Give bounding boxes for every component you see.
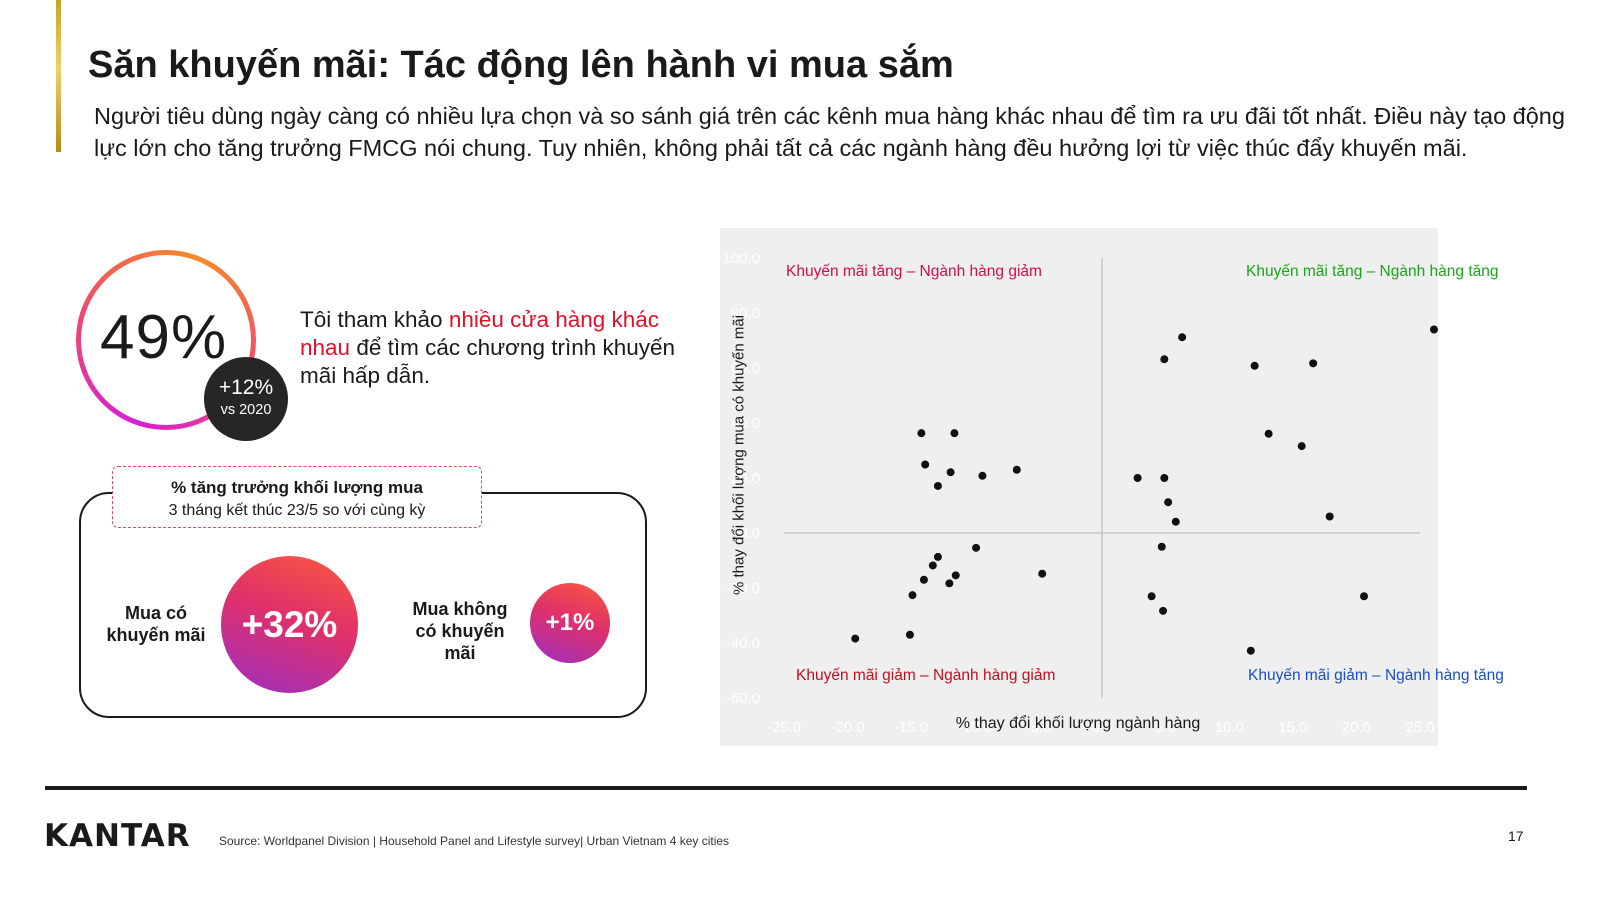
x-tick-label: -15.0 [894, 719, 928, 736]
x-axis-title: % thay đổi khối lượng ngành hàng [955, 715, 1201, 732]
page-number: 17 [1508, 828, 1524, 844]
growth-panel-period: 3 tháng kết thúc 23/5 so với cùng kỳ [168, 502, 426, 519]
page-subtitle: Người tiêu dùng ngày càng có nhiều lựa c… [94, 103, 1565, 161]
data-point [972, 543, 981, 552]
stat-value: 49% [100, 303, 228, 372]
y-tick-label: 60.0 [731, 360, 760, 377]
quote-text-start: Tôi tham khảo [300, 307, 449, 332]
data-point [945, 579, 954, 588]
data-point [1160, 355, 1169, 364]
data-point [905, 630, 914, 639]
no-promo-growth-circle: +1% [530, 583, 610, 663]
data-point [951, 571, 960, 580]
data-point [1171, 517, 1180, 526]
quote-highlight: nhiều cửa hàng khác nhau [300, 307, 660, 360]
badge-reference: vs 2020 [220, 402, 272, 418]
data-point [933, 552, 942, 561]
x-tick-label: -10.0 [958, 719, 992, 736]
y-tick-label: 100.0 [722, 250, 760, 267]
change-badge: +12% vs 2020 [204, 357, 288, 441]
data-point [1297, 442, 1306, 451]
footer-divider [45, 786, 1527, 790]
quadrant-label-top-right: Khuyến mãi tăng – Ngành hàng tăng [1246, 263, 1499, 280]
y-tick-label: 0.0 [739, 525, 760, 542]
y-tick-label: 20.0 [731, 470, 760, 487]
no-promo-label: Mua không có khuyến mãi [412, 599, 508, 663]
x-tick-label: -25.0 [767, 719, 801, 736]
data-point [851, 634, 860, 643]
x-tick-label: -20.0 [830, 719, 864, 736]
data-point [908, 591, 917, 600]
x-tick-label: -5.0 [1025, 719, 1051, 736]
promo-growth-circle: +32% [221, 556, 358, 693]
data-point [919, 575, 928, 584]
data-point [1246, 646, 1255, 655]
growth-panel-header: % tăng trưởng khối lượng mua 3 tháng kết… [112, 466, 482, 528]
data-point [978, 471, 987, 480]
data-point [921, 460, 930, 469]
x-tick-label: 25.0 [1405, 719, 1434, 736]
data-point [946, 468, 955, 477]
data-point [917, 429, 926, 438]
data-point [933, 481, 942, 490]
data-point [1159, 606, 1168, 615]
badge-change: +12% [218, 376, 274, 399]
x-tick-label: 5.0 [1155, 719, 1176, 736]
y-tick-label: -60.0 [726, 690, 760, 707]
y-axis-title: % thay đổi khối lượng mua có khuyến mãi [730, 314, 748, 596]
x-tick-label: 15.0 [1278, 719, 1307, 736]
brand-logo: KANTAR [44, 818, 191, 854]
y-tick-label: 40.0 [731, 415, 760, 432]
stat-ring [76, 250, 256, 430]
data-point [1147, 592, 1156, 601]
x-tick-label: 20.0 [1342, 719, 1371, 736]
data-point [1325, 512, 1334, 521]
data-point [1157, 542, 1166, 551]
data-point [950, 429, 959, 438]
source-note: Source: Worldpanel Division | Household … [219, 834, 730, 848]
page-title: Săn khuyến mãi: Tác động lên hành vi mua… [88, 44, 954, 86]
x-tick-label: 0.0 [1092, 719, 1113, 736]
data-point [1429, 325, 1438, 334]
data-point [1360, 592, 1369, 601]
quadrant-label-bottom-right: Khuyến mãi giảm – Ngành hàng tăng [1248, 667, 1504, 684]
y-tick-label: 80.0 [731, 305, 760, 322]
quote-text-end: để tìm các chương trình khuyến mãi hấp d… [300, 335, 676, 388]
chart-background [720, 228, 1438, 746]
y-tick-label: -20.0 [726, 580, 760, 597]
data-point [1250, 361, 1259, 370]
data-point [1178, 333, 1187, 342]
data-point [1133, 474, 1142, 482]
data-point [1160, 474, 1169, 482]
data-point [1309, 359, 1318, 368]
data-point [1038, 569, 1047, 578]
accent-bar [56, 0, 61, 152]
quadrant-label-top-left: Khuyến mãi tăng – Ngành hàng giảm [786, 263, 1042, 280]
quadrant-scatter-chart: -25.0 -20.0 -15.0 -10.0 -5.0 0.0 5.0 10.0 15.0 20… [722, 250, 1438, 736]
stat-quote: Tôi tham khảo nhiều cửa hàng khác nhau đ… [300, 306, 700, 390]
data-point [1264, 429, 1273, 438]
y-tick-label: -40.0 [726, 635, 760, 652]
promo-label: Mua có khuyến mãi [106, 603, 206, 645]
growth-panel-title: % tăng trưởng khối lượng mua [171, 478, 423, 497]
data-point [928, 561, 937, 570]
data-point [1012, 465, 1021, 474]
quadrant-label-bottom-left: Khuyến mãi giảm – Ngành hàng giảm [796, 667, 1056, 684]
x-tick-label: 10.0 [1215, 719, 1244, 736]
data-point [1164, 498, 1173, 507]
